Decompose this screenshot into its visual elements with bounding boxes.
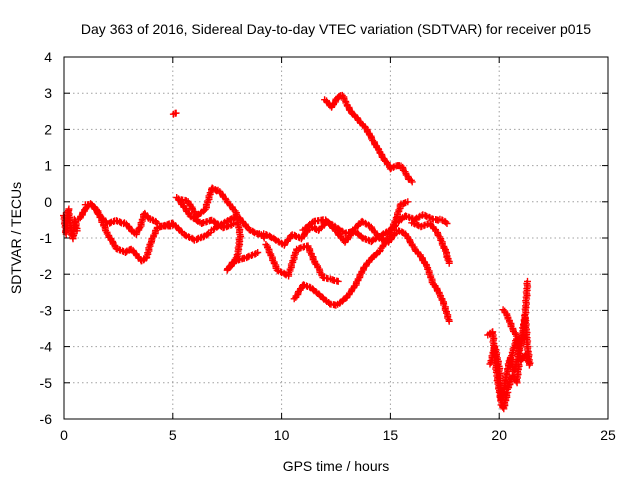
data-point (444, 314, 452, 322)
data-point (524, 358, 532, 366)
y-tick-label: -1 (40, 230, 53, 246)
data-point (138, 215, 146, 223)
data-point (185, 233, 193, 241)
y-axis-label: SDTVAR / TECUs (8, 182, 24, 294)
data-point (136, 224, 144, 231)
data-point (443, 220, 451, 227)
data-point (506, 377, 514, 385)
data-point (264, 244, 271, 252)
data-point (442, 218, 450, 226)
data-point (230, 220, 238, 227)
data-point (262, 241, 270, 248)
data-point (148, 234, 156, 242)
data-point (277, 268, 285, 276)
data-point (308, 251, 315, 259)
data-point (143, 252, 151, 260)
data-point (172, 109, 180, 117)
data-point (502, 372, 510, 380)
data-point (441, 306, 449, 314)
data-point (73, 227, 81, 235)
data-point (443, 309, 450, 317)
x-tick-label: 15 (383, 427, 399, 443)
data-point (152, 218, 160, 226)
data-point (437, 293, 445, 301)
data-point (506, 357, 514, 365)
data-point (290, 252, 298, 260)
data-point (204, 197, 212, 205)
data-point (245, 226, 253, 234)
data-point (145, 244, 153, 252)
data-point (504, 315, 512, 323)
x-tick-label: 5 (169, 427, 177, 443)
data-point (269, 256, 277, 264)
data-point (487, 357, 495, 365)
data-point (408, 178, 416, 186)
data-point (267, 252, 275, 260)
data-point (137, 219, 145, 227)
data-point (254, 249, 262, 256)
data-point (309, 256, 317, 264)
plot-frame (63, 56, 609, 420)
data-point (407, 176, 415, 184)
data-point (515, 361, 523, 369)
data-point (154, 220, 162, 227)
data-point (492, 352, 500, 360)
y-tick-label: 0 (44, 194, 52, 210)
y-tick-label: 4 (44, 49, 52, 65)
x-tick-label: 25 (600, 427, 616, 443)
y-tick-label: -3 (40, 302, 53, 318)
chart-title: Day 363 of 2016, Sidereal Day-to-day VTE… (81, 21, 591, 37)
y-tick-label: -6 (40, 411, 53, 427)
data-point (289, 257, 297, 265)
data-point (273, 266, 281, 274)
data-point (444, 256, 452, 264)
data-point (437, 236, 445, 244)
data-point (234, 249, 242, 257)
data-point (506, 318, 513, 326)
data-points (60, 91, 534, 413)
data-point (395, 206, 403, 214)
data-point (503, 369, 511, 377)
y-tick-labels: -6 -5 -4 -3 -2 -1 0 1 2 3 4 (40, 49, 53, 427)
x-tick-label: 0 (60, 427, 68, 443)
data-point (424, 265, 432, 273)
data-point (236, 241, 244, 249)
y-tick-label: -5 (40, 375, 53, 391)
data-point (205, 192, 213, 200)
data-point (72, 223, 80, 231)
data-point (270, 260, 278, 267)
data-point (503, 390, 511, 398)
y-tick-label: 1 (44, 158, 52, 174)
data-point (237, 232, 245, 240)
x-tick-label: 10 (274, 427, 290, 443)
data-point (334, 277, 342, 285)
data-point (250, 228, 258, 236)
x-axis-label: GPS time / hours (283, 458, 390, 474)
data-point (505, 382, 513, 390)
data-point (503, 385, 511, 393)
data-point (445, 259, 453, 267)
data-point (394, 209, 401, 217)
data-point (286, 265, 294, 273)
data-point (404, 198, 412, 206)
data-point (438, 296, 446, 304)
data-point (486, 360, 494, 368)
data-point (265, 249, 273, 256)
data-point (510, 343, 518, 351)
y-tick-label: -2 (40, 266, 53, 282)
data-point (266, 233, 274, 241)
data-point (492, 347, 500, 355)
data-point (427, 274, 435, 281)
data-point (445, 317, 453, 325)
data-point (524, 277, 531, 285)
x-tick-labels: 0 5 10 15 20 25 (60, 427, 616, 443)
data-point (512, 338, 520, 346)
y-tick-label: -4 (40, 339, 53, 355)
data-point (144, 249, 152, 257)
data-point (65, 217, 73, 225)
x-tick-label: 20 (491, 427, 507, 443)
y-tick-label: 3 (44, 85, 52, 101)
y-tick-label: 2 (44, 121, 52, 137)
